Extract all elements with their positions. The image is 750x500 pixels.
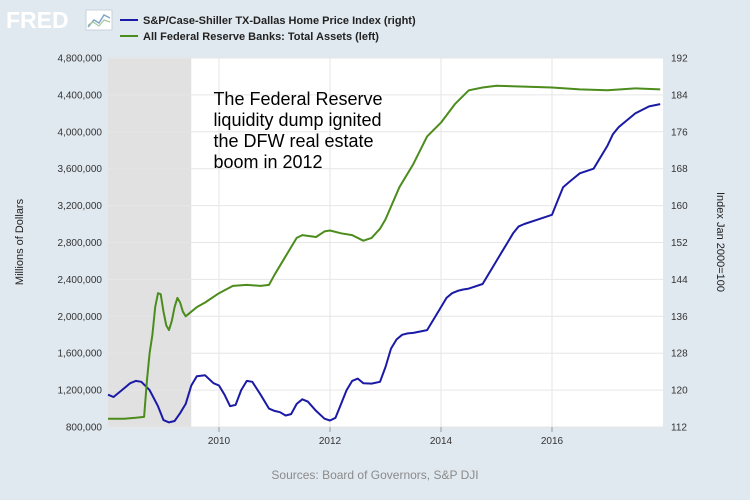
annotation-line: boom in 2012 bbox=[213, 152, 322, 172]
y-left-tick-label: 800,000 bbox=[66, 423, 103, 434]
y-axis-right: 112 120 128 136 144 152 160 168 176 184 192 bbox=[671, 54, 688, 434]
series-lines bbox=[107, 84, 661, 424]
annotation-line: liquidity dump ignited bbox=[213, 110, 381, 130]
y-right-tick-label: 136 bbox=[671, 312, 688, 323]
x-tick-label: 2016 bbox=[541, 436, 564, 447]
legend: S&P/Case-Shiller TX-Dallas Home Price In… bbox=[120, 15, 416, 43]
y-left-tick-label: 2,800,000 bbox=[58, 238, 103, 249]
y-right-tick-label: 144 bbox=[671, 275, 688, 286]
fred-logo-chart-icon bbox=[85, 9, 113, 31]
y-left-tick-label: 4,400,000 bbox=[58, 90, 103, 101]
y-right-tick-label: 168 bbox=[671, 164, 688, 175]
series-line-home-price bbox=[107, 103, 661, 424]
legend-label-home-price: S&P/Case-Shiller TX-Dallas Home Price In… bbox=[143, 15, 416, 27]
y-left-tick-label: 4,000,000 bbox=[58, 127, 103, 138]
x-tick-label: 2010 bbox=[208, 436, 231, 447]
y-left-tick-label: 2,400,000 bbox=[58, 275, 103, 286]
y-right-tick-label: 192 bbox=[671, 54, 688, 65]
gridlines bbox=[108, 57, 663, 428]
y-left-tick-label: 1,600,000 bbox=[58, 349, 103, 360]
y-axis-left: 800,000 1,200,000 1,600,000 2,000,000 2,400,… bbox=[58, 54, 103, 434]
y-right-tick-label: 176 bbox=[671, 127, 688, 138]
y-right-tick-label: 120 bbox=[671, 386, 688, 397]
fred-logo-text: FRED bbox=[6, 7, 69, 33]
y-right-tick-label: 160 bbox=[671, 201, 688, 212]
y-left-tick-label: 3,600,000 bbox=[58, 164, 103, 175]
annotation-line: The Federal Reserve bbox=[213, 89, 382, 109]
y-right-tick-label: 184 bbox=[671, 90, 688, 101]
y-right-tick-label: 112 bbox=[671, 423, 687, 434]
annotation-line: the DFW real estate bbox=[213, 131, 373, 151]
x-axis: 2010 2012 2014 2016 bbox=[208, 427, 564, 447]
x-tick-label: 2012 bbox=[319, 436, 342, 447]
y-right-tick-label: 128 bbox=[671, 349, 688, 360]
x-tick-label: 2014 bbox=[430, 436, 453, 447]
y-left-tick-label: 3,200,000 bbox=[58, 201, 103, 212]
y-right-tick-label: 152 bbox=[671, 238, 688, 249]
series-line-fed-assets bbox=[108, 84, 661, 420]
y-left-tick-label: 1,200,000 bbox=[58, 386, 103, 397]
y-left-tick-label: 4,800,000 bbox=[58, 54, 103, 65]
y-axis-left-title: Millions of Dollars bbox=[14, 198, 26, 285]
source-note: Sources: Board of Governors, S&P DJI bbox=[271, 468, 478, 482]
fred-logo[interactable]: FRED bbox=[6, 7, 113, 33]
y-axis-right-title: Index Jan 2000=100 bbox=[714, 192, 726, 292]
y-left-tick-label: 2,000,000 bbox=[58, 312, 103, 323]
legend-label-fed-assets: All Federal Reserve Banks: Total Assets … bbox=[143, 31, 379, 43]
